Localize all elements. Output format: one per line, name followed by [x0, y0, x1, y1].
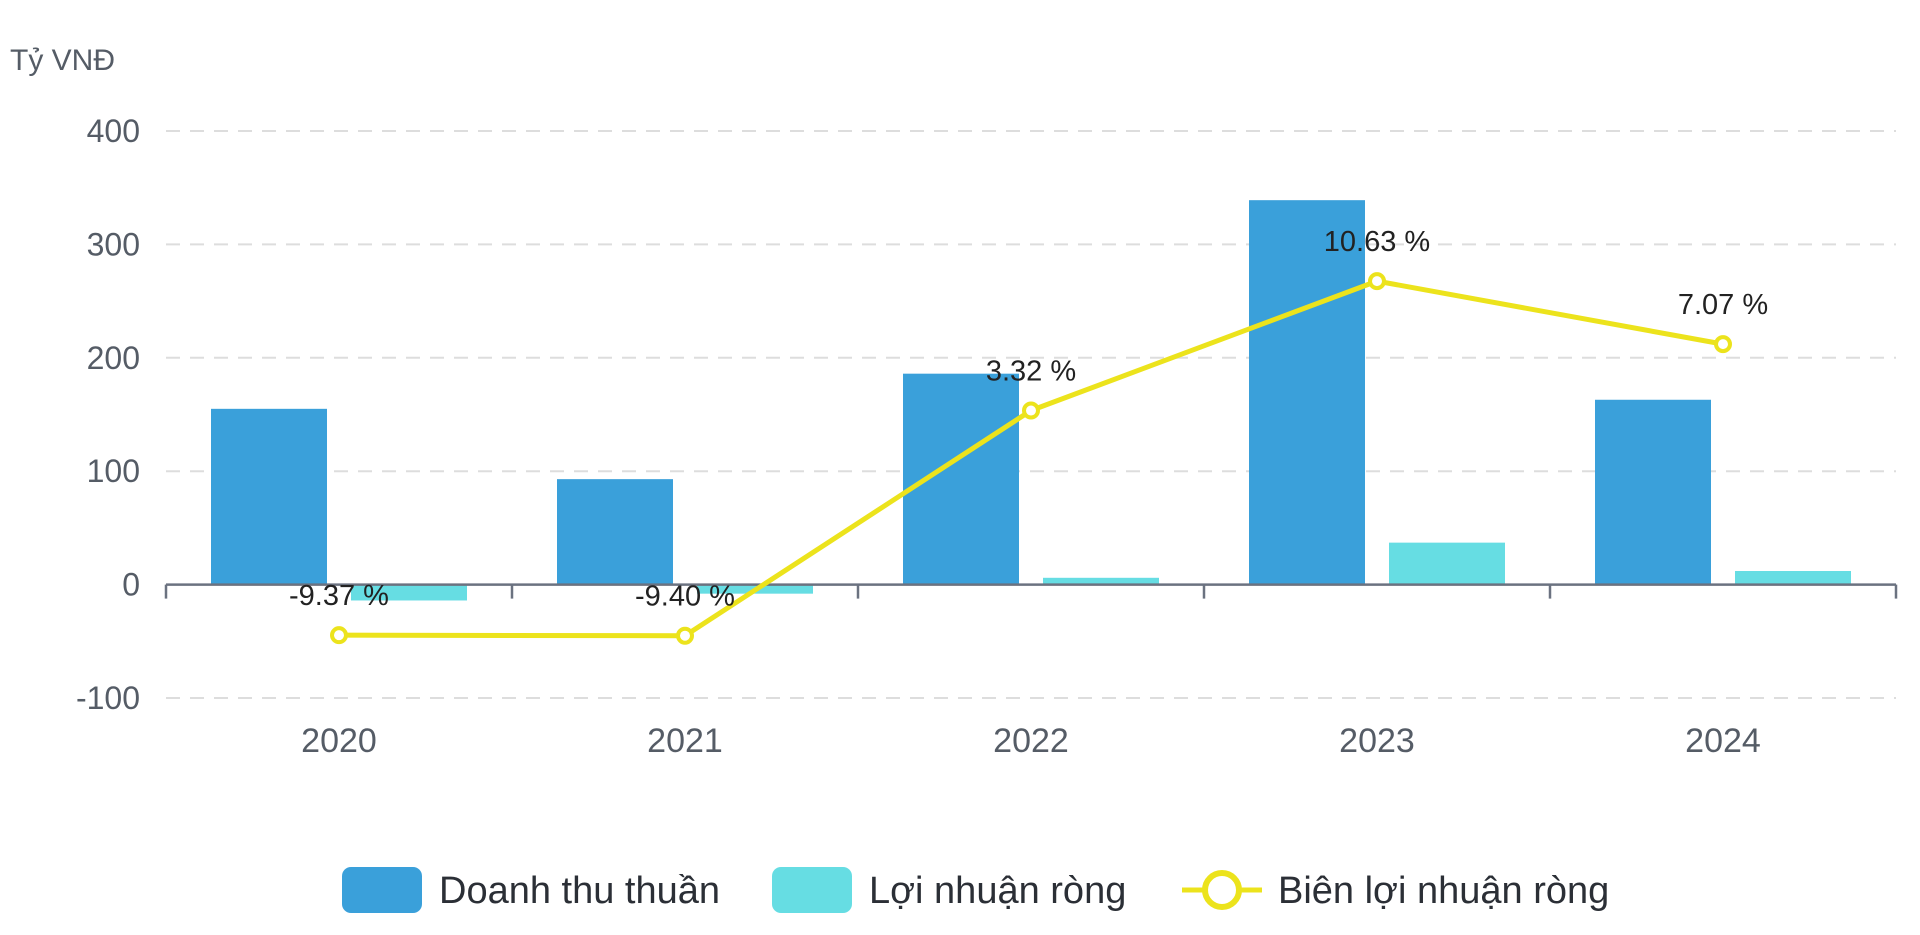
- line-data-labels: -9.37 % -9.40 % 3.32 % 10.63 % 7.07 %: [289, 226, 1768, 613]
- y-axis-ticks: -100 0 100 200 300 400: [76, 113, 140, 716]
- x-tick-label: 2021: [647, 722, 723, 760]
- net-margin-line: [338, 278, 1724, 639]
- net-profit-bar: [1043, 577, 1159, 585]
- y-tick-label: 300: [87, 226, 140, 262]
- legend-item-net-margin[interactable]: Biên lợi nhuận ròng: [1182, 870, 1609, 912]
- legend-swatch-revenue: [342, 867, 422, 913]
- y-tick-label: 100: [87, 453, 140, 489]
- net-margin-point: [1714, 335, 1732, 354]
- y-tick-label: 0: [122, 567, 140, 603]
- x-tick-label: 2020: [301, 722, 377, 760]
- y-tick-label: -100: [76, 680, 140, 716]
- x-axis: [164, 583, 1898, 599]
- x-tick-label: 2022: [993, 722, 1069, 760]
- net-profit-bar: [351, 584, 467, 601]
- net-margin-data-label: -9.40 %: [635, 581, 735, 613]
- net-margin-data-label: 3.32 %: [986, 356, 1076, 388]
- x-tick-label: 2024: [1685, 722, 1761, 760]
- net-margin-point: [676, 626, 694, 645]
- bars: [211, 200, 1851, 601]
- net-margin-point: [1022, 401, 1040, 420]
- x-tick-label: 2023: [1339, 722, 1415, 760]
- net-margin-point: [1368, 272, 1386, 291]
- legend-swatch-net-margin-marker: [1202, 870, 1242, 910]
- net-profit-bar: [1735, 570, 1851, 585]
- y-axis-unit-label: Tỷ VNĐ: [10, 44, 115, 77]
- margin-line: [330, 272, 1732, 645]
- net-margin-point: [330, 626, 348, 645]
- legend-label-net-margin: Biên lợi nhuận ròng: [1278, 870, 1609, 912]
- net-margin-data-label: -9.37 %: [289, 580, 389, 612]
- legend-item-revenue[interactable]: Doanh thu thuần: [342, 867, 720, 913]
- legend: Doanh thu thuần Lợi nhuận ròng Biên lợi …: [342, 867, 1609, 913]
- x-axis-labels: 2020 2021 2022 2023 2024: [301, 722, 1761, 760]
- net-margin-data-label: 10.63 %: [1324, 226, 1430, 258]
- revenue-bar: [1595, 399, 1711, 585]
- legend-label-revenue: Doanh thu thuần: [439, 870, 720, 912]
- y-tick-label: 400: [87, 113, 140, 149]
- revenue-bar: [1249, 200, 1365, 585]
- net-margin-data-label: 7.07 %: [1678, 289, 1768, 321]
- legend-item-net-profit[interactable]: Lợi nhuận ròng: [772, 867, 1126, 913]
- revenue-bar: [557, 479, 673, 585]
- revenue-bar: [211, 408, 327, 585]
- revenue-bar: [903, 373, 1019, 585]
- net-profit-bar: [1389, 542, 1505, 585]
- legend-label-net-profit: Lợi nhuận ròng: [869, 870, 1126, 912]
- legend-swatch-net-profit: [772, 867, 852, 913]
- y-tick-label: 200: [87, 340, 140, 376]
